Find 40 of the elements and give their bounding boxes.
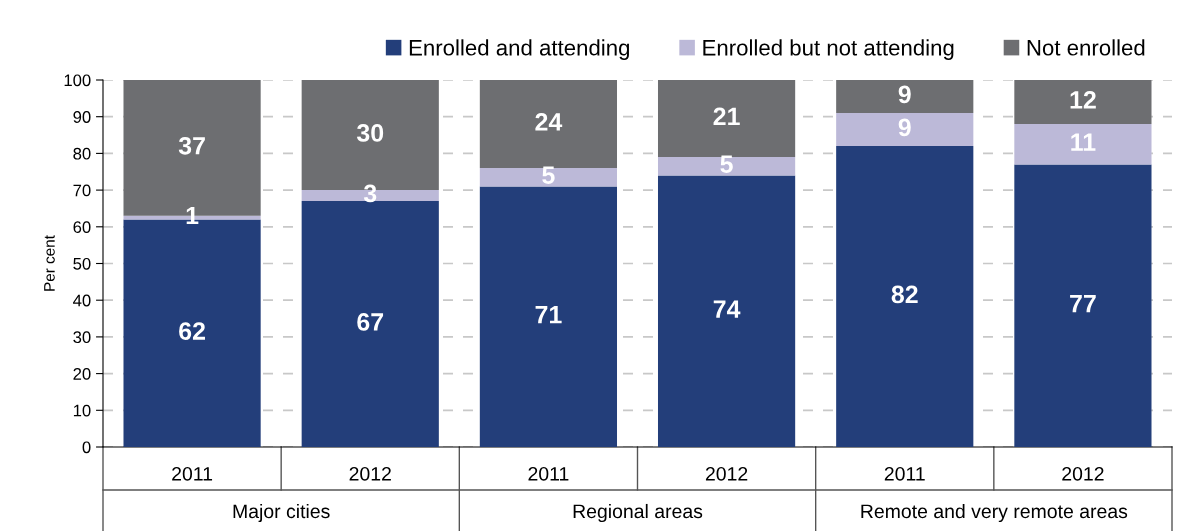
- data-label: 9: [898, 85, 911, 104]
- data-label: 62: [179, 322, 205, 340]
- y-tick-label: 30: [73, 331, 91, 344]
- y-tick-label: 20: [73, 368, 91, 380]
- y-tick-label: 0: [82, 441, 91, 454]
- data-label: 21: [713, 107, 740, 125]
- data-label: 67: [357, 313, 384, 331]
- y-tick-label: 60: [73, 221, 91, 233]
- text: Regional areas: [573, 503, 703, 523]
- y-tick-label: 80: [73, 147, 91, 160]
- data-label: 11: [1071, 133, 1096, 151]
- x-tick-label: 2012: [1062, 466, 1104, 481]
- y-tick-label: 40: [73, 294, 91, 307]
- x-tick-label: 2011: [884, 466, 925, 481]
- text: Major cities: [233, 503, 330, 523]
- data-label: 37: [178, 136, 205, 155]
- y-tick-label: 100: [64, 74, 91, 87]
- data-label: 5: [542, 166, 555, 184]
- y-tick-label: 90: [73, 111, 91, 123]
- data-label: 24: [535, 113, 563, 131]
- x-tick-label: 2012: [705, 466, 748, 481]
- y-axis-title: Per cent: [44, 235, 55, 291]
- data-label: 82: [891, 285, 918, 304]
- data-label: 74: [713, 300, 741, 318]
- data-label: 71: [535, 305, 562, 324]
- y-tick-label: 10: [73, 404, 91, 417]
- data-label: 30: [356, 124, 384, 142]
- x-tick-label: 2011: [172, 466, 213, 481]
- legend-label: Not enrolled: [1027, 39, 1145, 56]
- x-tick-label: 2012: [349, 466, 391, 481]
- data-label: 5: [720, 155, 733, 173]
- legend-label: Enrolled but not attending: [703, 39, 954, 60]
- data-label: 12: [1070, 91, 1096, 109]
- data-label: 77: [1070, 294, 1096, 313]
- y-tick-label: 50: [73, 257, 91, 270]
- x-tick-label: 2011: [528, 466, 569, 481]
- data-label: 9: [898, 118, 911, 137]
- y-tick-label: 70: [73, 184, 91, 197]
- text: Remote and very remote areas: [861, 503, 1128, 523]
- legend-label: Enrolled and attending: [409, 39, 630, 60]
